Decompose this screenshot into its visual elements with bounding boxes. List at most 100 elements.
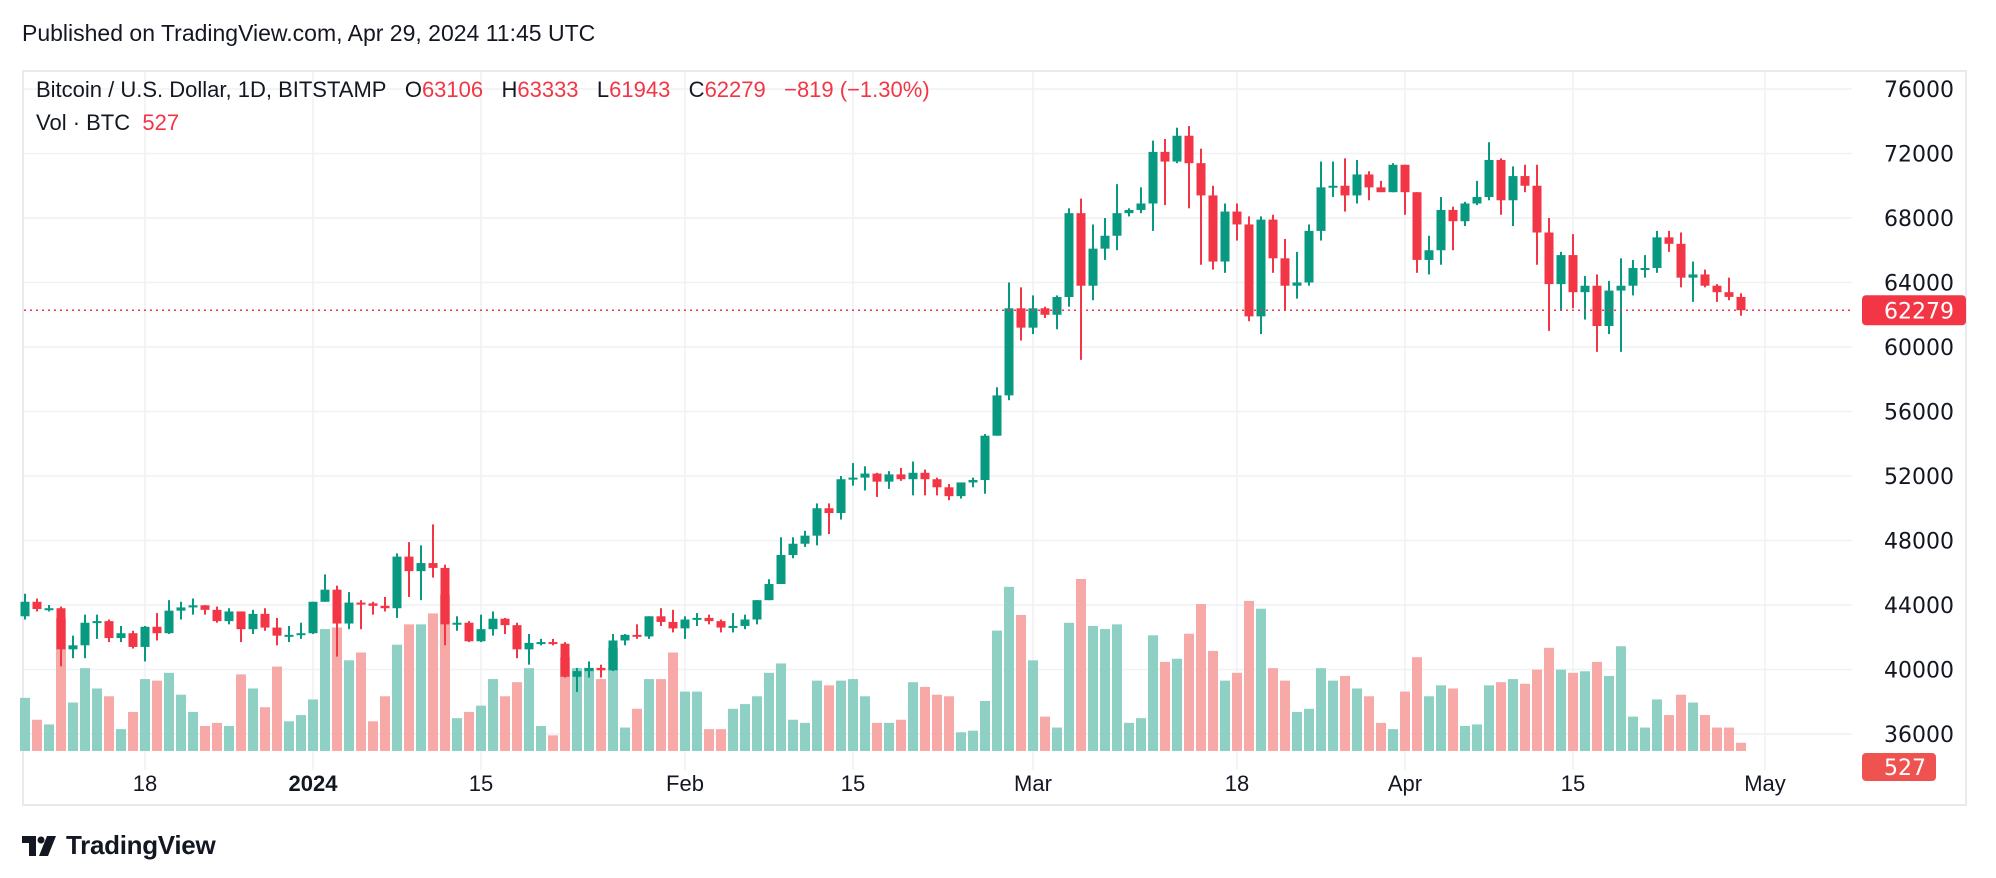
volume-bar [1352,688,1362,751]
volume-bar [428,613,438,751]
volume-bar [224,725,234,751]
candle-body [1436,209,1446,251]
candle-body [1016,308,1026,328]
candle-body [476,629,486,642]
candle-body [1256,219,1266,317]
volume-bar [32,719,42,751]
volume-bar [368,721,378,751]
candle-body [584,667,594,672]
time-tick-label: Mar [1014,771,1052,796]
candle-body [200,605,210,610]
time-tick-label: 2024 [289,771,339,796]
volume-bar [416,624,426,751]
candle-body [680,619,690,629]
volume-bar [656,679,666,751]
volume-bar [1340,675,1350,751]
volume-bar [536,725,546,751]
candle-body [776,555,786,585]
candle-body [116,633,126,639]
volume-bar [1328,680,1338,751]
volume-bar [1640,727,1650,751]
candle-body [260,613,270,628]
low-label: L [596,77,610,102]
volume-bar [848,679,858,751]
price-tick-label: 64000 [1884,272,1954,297]
volume-bar [524,668,534,751]
volume-bar [1124,722,1134,751]
candle-body [1376,187,1386,193]
candle-body [1028,308,1038,328]
volume-bar [1208,650,1218,751]
candle-body [68,645,78,650]
open-value: 63106 [421,77,484,102]
candle-body [404,556,414,572]
volume-bar [176,694,186,751]
volume-bar [344,660,354,751]
high-label: H [501,77,518,102]
volume-bar [1580,671,1590,751]
volume-bar [704,729,714,751]
symbol-title: Bitcoin / U.S. Dollar, 1D, BITSTAMP [36,77,387,102]
tradingview-brand: TradingView [66,830,216,860]
volume-bar [1268,668,1278,751]
candle-body [872,473,882,482]
candle-body [1352,174,1362,196]
candle-body [296,633,306,636]
volume-bar [968,730,978,751]
volume-bar [644,679,654,751]
volume-bar [44,724,54,751]
volume-bar [680,691,690,751]
candle-body [692,617,702,620]
candle-body [848,477,858,480]
time-tick-label: 18 [133,771,157,796]
last-price-label: 62279 [1884,299,1954,324]
volume-bar [20,697,30,751]
volume-bar [440,594,450,751]
candle-body [308,601,318,634]
candle-body [1400,164,1410,193]
candle-body [188,605,198,608]
volume-bar [1700,715,1710,751]
price-tick-label: 52000 [1884,465,1954,490]
candle-body [152,626,162,634]
candle-body [524,642,534,650]
volume-bar [1196,604,1206,751]
volume-bar [560,657,570,751]
volume-bar [1544,647,1554,751]
volume-bar [1364,696,1374,751]
time-tick-label: Apr [1388,771,1422,796]
candle-body [704,617,714,622]
candle-body [1172,135,1182,162]
volume-bar [308,699,318,751]
volume-bar [488,679,498,751]
volume-bar [1028,660,1038,751]
candle-body [968,480,978,483]
price-tick-label: 56000 [1884,401,1954,426]
candle-body [980,435,990,481]
candle-body [128,633,138,647]
candle-body [860,473,870,478]
volume-bar [1376,722,1386,751]
candle-body [644,616,654,637]
candle-body [332,589,342,624]
volume-bar [1040,716,1050,751]
price-tick-label: 44000 [1884,594,1954,619]
volume-bar [128,711,138,751]
candle-body [1652,237,1662,268]
price-tick-label: 68000 [1884,207,1954,232]
candle-body [1304,230,1314,283]
volume-bar [164,672,174,751]
price-tick-label: 72000 [1884,143,1954,168]
candle-body [1712,285,1722,293]
volume-label: Vol · BTC [36,110,131,135]
volume-bar [584,668,594,751]
tradingview-footer[interactable]: TradingView [22,830,216,861]
volume-bar [296,715,306,751]
volume-bar [56,618,66,751]
last-volume-badge [1862,753,1936,781]
volume-bar [1592,661,1602,751]
candle-body [1424,250,1434,260]
volume-bar [728,708,738,751]
volume-bar [1532,669,1542,751]
